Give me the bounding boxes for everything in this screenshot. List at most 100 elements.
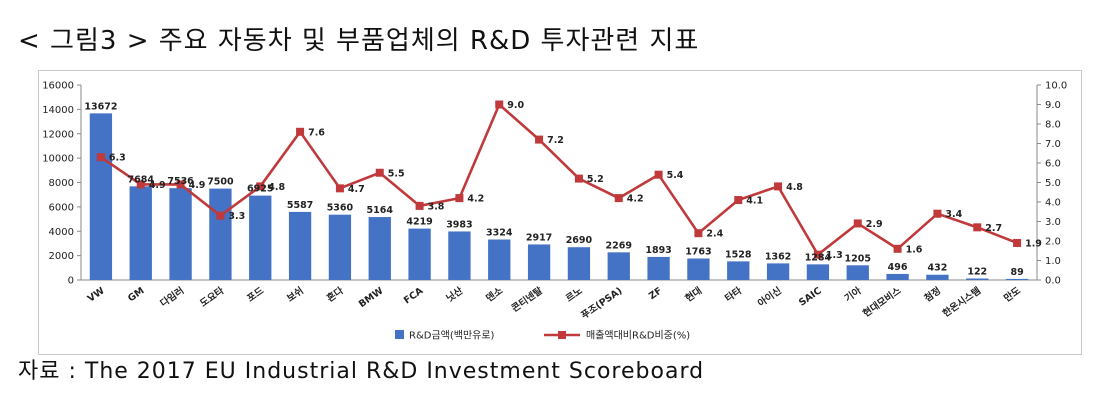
line-marker	[654, 170, 663, 179]
category-label: VW	[86, 285, 107, 305]
category-label: SAIC	[797, 285, 824, 308]
bar-value-label: 3983	[446, 219, 472, 230]
bar-value-label: 122	[967, 267, 987, 278]
line-value-label: 4.9	[149, 180, 166, 191]
category-label: 한온시스템	[940, 285, 983, 320]
line-marker	[455, 194, 464, 203]
category-label: 타타	[723, 284, 744, 304]
y-right-tick-label: 4.0	[1045, 198, 1061, 209]
line-value-label: 4.2	[627, 194, 644, 205]
line-value-label: 6.3	[109, 153, 126, 164]
line-value-label: 1.9	[1025, 238, 1042, 249]
bar-value-label: 1893	[645, 245, 671, 256]
category-label: 콘티넨탈	[509, 284, 545, 314]
line-marker	[574, 174, 583, 183]
line-value-label: 4.8	[268, 182, 285, 193]
bar	[129, 186, 152, 280]
bar	[1005, 278, 1029, 280]
bar	[727, 261, 750, 280]
line-value-label: 3.8	[428, 201, 445, 212]
line-marker	[495, 100, 504, 109]
line-marker	[415, 201, 424, 210]
bar	[647, 256, 670, 280]
bar	[408, 228, 431, 280]
legend-line-label: 매출액대비R&D비중(%)	[586, 330, 690, 342]
bar-value-label: 432	[927, 263, 947, 274]
bar-value-label: 1528	[725, 249, 752, 260]
line-value-label: 7.2	[547, 135, 564, 146]
y-left-tick-label: 2000	[49, 251, 74, 262]
bar-value-label: 2269	[606, 240, 632, 251]
bar	[488, 239, 511, 280]
line-marker	[535, 135, 544, 144]
bar	[249, 195, 272, 280]
y-left-tick-label: 14000	[42, 105, 74, 116]
line-value-label: 4.2	[467, 194, 484, 205]
combo-chart: 0 2000 4000 6000 8000 10000 12000 14000 16000 0.0…	[42, 81, 1067, 342]
line-value-label: 9.0	[507, 100, 524, 111]
category-label: 기아	[842, 284, 863, 304]
bar-value-label: 89	[1010, 267, 1023, 278]
category-label: 다임러	[158, 285, 186, 310]
y-left-tick-label: 10000	[42, 154, 74, 165]
bar	[288, 211, 312, 280]
category-label: 덴소	[484, 284, 505, 304]
category-label: 보쉬	[285, 285, 306, 305]
line-marker	[216, 211, 225, 220]
y-right-tick-label: 0.0	[1045, 276, 1061, 287]
bar	[328, 214, 352, 280]
line-marker	[774, 182, 783, 191]
bar	[368, 217, 391, 280]
category-label: 첨정	[922, 285, 943, 305]
line-marker	[973, 223, 982, 232]
line-marker	[614, 194, 623, 203]
bar-value-label: 7500	[207, 177, 234, 188]
y-right-tick-label: 9.0	[1045, 100, 1061, 111]
line-value-label: 5.2	[587, 174, 604, 185]
y-left-tick-label: 4000	[49, 227, 74, 238]
chart-container: 0 2000 4000 6000 8000 10000 12000 14000 16000 0.0…	[38, 70, 1082, 355]
line-value-label: 2.4	[706, 229, 723, 240]
line-marker	[734, 196, 743, 205]
bar-value-label: 2690	[566, 235, 593, 246]
bar-value-label: 2917	[526, 232, 552, 243]
bar	[886, 273, 909, 280]
y-right-tick-label: 2.0	[1045, 237, 1061, 248]
category-label: 르노	[564, 285, 585, 304]
bar	[766, 263, 790, 280]
bar	[846, 265, 869, 280]
category-label: 닛산	[444, 284, 465, 304]
line-value-label: 5.5	[388, 168, 405, 179]
category-label: ZF	[647, 285, 664, 302]
source-note: 자료 : The 2017 EU Industrial R&D Investme…	[18, 359, 705, 384]
line-marker	[375, 168, 384, 177]
category-label: BMW	[357, 285, 386, 310]
y-right-tick-label: 5.0	[1045, 178, 1061, 189]
y-left-tick-label: 0	[68, 276, 74, 287]
bar	[169, 188, 192, 280]
line-marker	[813, 250, 822, 259]
line-value-label: 3.4	[945, 209, 962, 220]
bar-value-label: 7536	[167, 176, 194, 187]
bar-value-label: 4219	[406, 217, 432, 228]
y-right-tick-label: 1.0	[1045, 256, 1061, 267]
line-marker	[694, 229, 703, 238]
line-value-label: 4.1	[746, 196, 763, 207]
bar	[806, 264, 830, 280]
line-marker	[96, 153, 105, 162]
category-label: 푸조(PSA)	[579, 285, 624, 321]
bar	[966, 278, 989, 280]
line-value-label: 2.7	[985, 223, 1002, 234]
bar	[926, 274, 949, 280]
category-label: 현대	[683, 285, 704, 305]
y-left-tick-label: 16000	[42, 81, 74, 92]
y-right-tick-label: 3.0	[1045, 217, 1061, 228]
bar-value-label: 5587	[287, 200, 313, 211]
y-right-tick-label: 7.0	[1045, 139, 1061, 150]
figure-title: < 그림3 > 주요 자동차 및 부품업체의 R&D 투자관련 지표	[18, 26, 700, 56]
bar-value-label: 496	[888, 262, 908, 273]
line-value-label: 3.3	[228, 211, 245, 222]
bar-value-label: 1763	[685, 247, 711, 258]
line-marker	[136, 180, 145, 189]
bar-value-label: 5360	[327, 203, 354, 214]
